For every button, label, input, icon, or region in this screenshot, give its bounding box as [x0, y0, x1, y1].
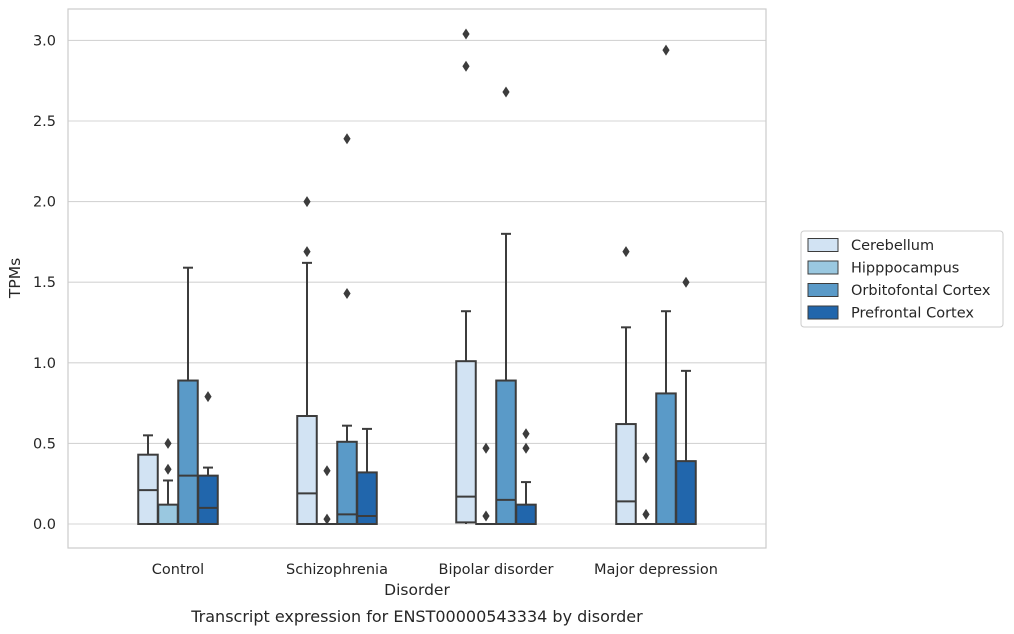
legend-label: Hipppocampus	[851, 261, 959, 277]
box-hipppocampus	[157, 437, 179, 526]
y-tick-label: 2.0	[33, 195, 56, 211]
outlier-point	[642, 508, 650, 520]
x-tick-label: Control	[152, 562, 204, 578]
outlier-point	[482, 442, 490, 454]
outlier-point	[522, 442, 530, 454]
legend-swatch	[807, 283, 839, 297]
outlier-point	[343, 133, 351, 145]
box-iqr	[177, 379, 199, 526]
outlier-point	[482, 510, 490, 522]
box-iqr	[197, 474, 219, 526]
legend-swatch	[807, 260, 839, 275]
box-cerebellum	[137, 434, 159, 525]
legend-swatch	[807, 305, 839, 320]
outlier-point	[462, 60, 470, 72]
chart-caption: Transcript expression for ENST0000054333…	[190, 607, 643, 626]
y-tick-labels: 0.0 0.5 1.0 1.5 2.0 2.5 3.0	[33, 33, 56, 533]
legend: Cerebellum Hipppocampus Orbitofontal Corte…	[800, 230, 1004, 328]
outlier-point	[682, 276, 690, 288]
outlier-point	[343, 287, 351, 299]
box-cerebellum	[296, 196, 318, 525]
outlier-point	[323, 465, 331, 477]
box-orbitofontal-cortex	[495, 86, 517, 526]
box-prefrontal-cortex	[675, 276, 697, 525]
box-hipppocampus	[316, 465, 338, 526]
box-iqr	[655, 392, 677, 526]
y-tick-label: 3.0	[33, 33, 56, 49]
box-iqr	[515, 503, 537, 526]
boxes	[137, 28, 697, 526]
box-iqr	[675, 460, 697, 525]
box-prefrontal-cortex	[197, 391, 219, 526]
outlier-point	[204, 391, 212, 403]
y-tick-label: 1.0	[33, 356, 56, 372]
box-orbitofontal-cortex	[655, 44, 677, 526]
box-iqr	[356, 471, 378, 525]
outlier-point	[522, 428, 530, 440]
box-hipppocampus	[475, 442, 497, 526]
box-orbitofontal-cortex	[336, 133, 358, 525]
outlier-point	[462, 28, 470, 40]
box-prefrontal-cortex	[515, 428, 537, 526]
outlier-point	[303, 196, 311, 208]
legend-label: Orbitofontal Cortex	[851, 283, 991, 299]
outlier-point	[164, 463, 172, 475]
box-iqr	[615, 423, 637, 525]
box-cerebellum	[615, 246, 637, 525]
outlier-point	[303, 246, 311, 258]
y-axis-label: TPMs	[6, 258, 24, 299]
outlier-point	[502, 86, 510, 98]
box-iqr	[157, 503, 179, 526]
outlier-point	[622, 246, 630, 258]
box-iqr	[296, 414, 318, 525]
x-tick-label: Bipolar disorder	[439, 562, 554, 578]
x-axis-label: Disorder	[384, 581, 450, 599]
y-tick-label: 0.5	[33, 436, 56, 452]
plot-frame	[67, 8, 767, 549]
y-tick-label: 0.0	[33, 517, 56, 533]
legend-frame	[800, 230, 1004, 328]
legend-label: Prefrontal Cortex	[851, 306, 974, 322]
legend-label: Cerebellum	[851, 238, 934, 254]
legend-swatch	[807, 238, 839, 252]
box-iqr	[336, 440, 358, 525]
y-tick-label: 2.5	[33, 114, 56, 130]
x-tick-labels: Control Schizophrenia Bipolar disorder Majo…	[152, 562, 718, 578]
x-tick-label: Schizophrenia	[286, 562, 388, 578]
outlier-point	[642, 452, 650, 464]
box-hipppocampus	[635, 452, 657, 526]
x-tick-label: Major depression	[594, 562, 718, 578]
outlier-point	[323, 513, 331, 525]
box-iqr	[455, 360, 477, 524]
box-orbitofontal-cortex	[177, 266, 199, 526]
box-cerebellum	[455, 28, 477, 524]
outlier-point	[662, 44, 670, 56]
box-iqr	[495, 379, 517, 526]
y-tick-label: 1.5	[33, 275, 56, 291]
box-prefrontal-cortex	[356, 427, 378, 525]
outlier-point	[164, 437, 172, 449]
